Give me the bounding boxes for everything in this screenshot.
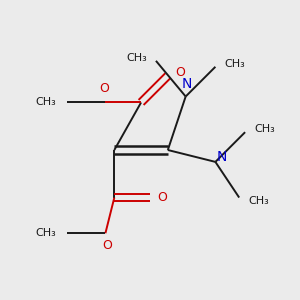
Text: N: N bbox=[217, 150, 227, 164]
Text: O: O bbox=[175, 66, 185, 79]
Text: CH₃: CH₃ bbox=[126, 53, 147, 63]
Text: CH₃: CH₃ bbox=[248, 196, 269, 206]
Text: CH₃: CH₃ bbox=[224, 59, 245, 69]
Text: O: O bbox=[102, 239, 112, 252]
Text: CH₃: CH₃ bbox=[36, 228, 56, 238]
Text: N: N bbox=[182, 76, 192, 91]
Text: CH₃: CH₃ bbox=[254, 124, 275, 134]
Text: O: O bbox=[99, 82, 109, 95]
Text: CH₃: CH₃ bbox=[36, 98, 56, 107]
Text: O: O bbox=[158, 191, 167, 204]
